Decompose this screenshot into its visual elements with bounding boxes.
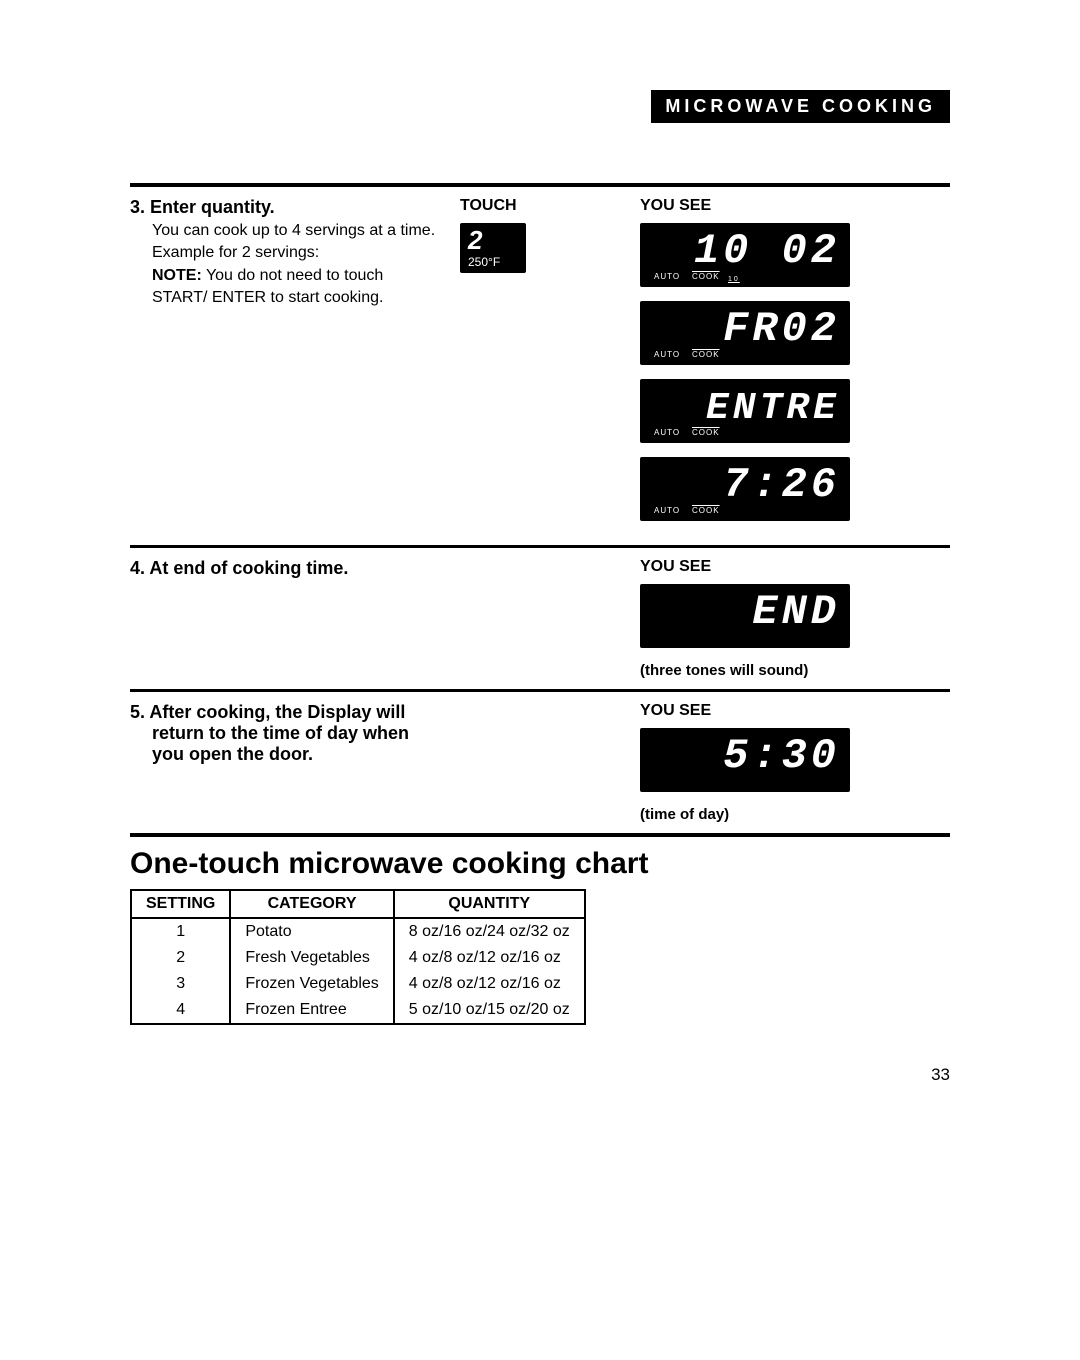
step5-title-l2: return to the time of day when — [130, 723, 580, 744]
cell-category: Fresh Vegetables — [230, 945, 393, 971]
display-auto: AUTO — [654, 272, 680, 281]
step3-note: NOTE: You do not need to touch START/ EN… — [130, 265, 440, 310]
table-row: 4 Frozen Entree 5 oz/10 oz/15 oz/20 oz — [131, 997, 585, 1024]
step5-title-l3: you open the door. — [130, 744, 580, 765]
step5-caption: (time of day) — [640, 806, 950, 823]
display-auto: AUTO — [654, 428, 680, 437]
cell-setting: 1 — [131, 918, 230, 945]
yousee-label-1: YOU SEE — [640, 197, 950, 215]
display-main: END — [752, 588, 840, 636]
keypad-button-2: 2 250°F — [460, 223, 526, 273]
step4-caption: (three tones will sound) — [640, 662, 950, 679]
cell-quantity: 5 oz/10 oz/15 oz/20 oz — [394, 997, 585, 1024]
section-header: MICROWAVE COOKING — [651, 90, 950, 123]
display-main: 5:30 — [723, 732, 840, 780]
display-auto: AUTO — [654, 506, 680, 515]
table-row: 2 Fresh Vegetables 4 oz/8 oz/12 oz/16 oz — [131, 945, 585, 971]
cell-quantity: 4 oz/8 oz/12 oz/16 oz — [394, 945, 585, 971]
display-auto: AUTO — [654, 350, 680, 359]
display-time: 5:30 — [640, 728, 850, 792]
step4-title: 4. At end of cooking time. — [130, 558, 580, 579]
display-main: ENTRE — [706, 387, 840, 430]
display-cook: COOK — [692, 350, 720, 359]
step3-title: 3. Enter quantity. — [130, 197, 440, 218]
step3-note-label: NOTE: — [152, 267, 202, 284]
display-1: AUTO COOK 10 10 02 — [640, 223, 850, 287]
table-row: 3 Frozen Vegetables 4 oz/8 oz/12 oz/16 o… — [131, 971, 585, 997]
chart-title: One-touch microwave cooking chart — [130, 847, 950, 881]
step3-body2: Example for 2 servings: — [130, 242, 440, 264]
cell-category: Frozen Vegetables — [230, 971, 393, 997]
keypad-big: 2 — [468, 227, 526, 253]
cell-quantity: 8 oz/16 oz/24 oz/32 oz — [394, 918, 585, 945]
chart-header-setting: SETTING — [131, 890, 230, 918]
page-number: 33 — [130, 1065, 950, 1085]
chart-header-category: CATEGORY — [230, 890, 393, 918]
display-2: AUTO COOK FR02 — [640, 301, 850, 365]
step-4: 4. At end of cooking time. YOU SEE END (… — [130, 548, 950, 689]
table-row: 1 Potato 8 oz/16 oz/24 oz/32 oz — [131, 918, 585, 945]
step5-title-l1: 5. After cooking, the Display will — [130, 702, 580, 723]
touch-label: TOUCH — [460, 197, 600, 215]
cell-setting: 3 — [131, 971, 230, 997]
step-3: 3. Enter quantity. You can cook up to 4 … — [130, 187, 950, 545]
yousee-label-2: YOU SEE — [640, 558, 950, 576]
cell-category: Frozen Entree — [230, 997, 393, 1024]
display-sub: 10 — [728, 276, 740, 283]
cooking-chart-table: SETTING CATEGORY QUANTITY 1 Potato 8 oz/… — [130, 889, 586, 1025]
step3-body1: You can cook up to 4 servings at a time. — [130, 220, 440, 242]
display-4: AUTO COOK 7:26 — [640, 457, 850, 521]
chart-header-quantity: QUANTITY — [394, 890, 585, 918]
step-5: 5. After cooking, the Display will retur… — [130, 692, 950, 833]
cell-setting: 2 — [131, 945, 230, 971]
cell-category: Potato — [230, 918, 393, 945]
display-main: 10 02 — [694, 227, 840, 275]
keypad-small: 250°F — [468, 255, 526, 269]
divider — [130, 833, 950, 837]
display-cook: COOK — [692, 506, 720, 515]
display-main: FR02 — [723, 305, 840, 353]
cell-setting: 4 — [131, 997, 230, 1024]
display-main: 7:26 — [723, 461, 840, 509]
yousee-label-3: YOU SEE — [640, 702, 950, 720]
display-end: END — [640, 584, 850, 648]
cell-quantity: 4 oz/8 oz/12 oz/16 oz — [394, 971, 585, 997]
display-3: AUTO COOK ENTRE — [640, 379, 850, 443]
